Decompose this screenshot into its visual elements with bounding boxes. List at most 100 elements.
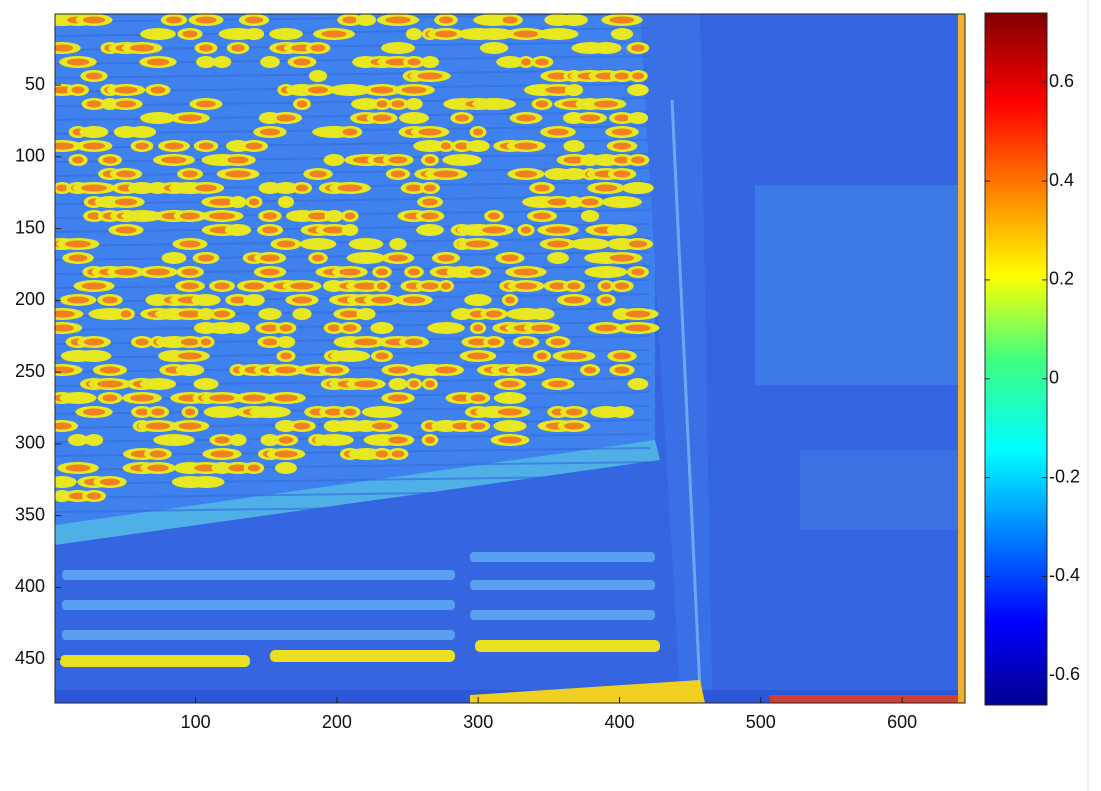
texture-bar (470, 552, 655, 562)
texture-spot (182, 269, 199, 276)
texture-bar (470, 580, 655, 590)
colorbar-tick-label: 0.6 (1049, 71, 1074, 91)
texture-spot (275, 367, 296, 374)
texture-spot (343, 325, 357, 332)
texture-spot (595, 325, 616, 332)
texture-spot (455, 115, 469, 122)
texture-spot (627, 84, 649, 96)
texture-spot (150, 87, 165, 94)
texture-spot (201, 339, 211, 346)
texture-spot (231, 45, 245, 52)
texture-spot (389, 238, 406, 250)
texture-spot (130, 395, 154, 402)
texture-spot (515, 367, 538, 374)
texture-spot (115, 227, 136, 234)
texture-spot (274, 395, 298, 402)
texture-spot (242, 395, 265, 402)
texture-spot (147, 59, 169, 66)
texture-spot (567, 283, 580, 290)
texture-spot (193, 378, 218, 390)
texture-spot (521, 59, 531, 66)
texture-spot (388, 395, 408, 402)
texture-spot (280, 353, 291, 360)
texture-spot (339, 269, 360, 276)
texture-spot (547, 241, 569, 248)
texture-spot (594, 101, 618, 108)
texture-spot (178, 353, 202, 360)
texture-spot (585, 266, 628, 278)
texture-spot (81, 185, 107, 192)
texture-spot (409, 381, 419, 388)
texture-spot (354, 381, 378, 388)
texture-spot (243, 294, 265, 306)
texture-spot (425, 157, 436, 164)
texture-spot (86, 101, 101, 108)
texture-spot (611, 28, 633, 40)
colorbar (985, 13, 1047, 705)
texture-spot (309, 70, 327, 82)
y-tick-label: 300 (15, 433, 45, 453)
texture-spot (625, 325, 651, 332)
texture-spot (418, 129, 441, 136)
texture-spot (551, 339, 566, 346)
texture-spot (274, 451, 297, 458)
texture-spot (140, 28, 176, 40)
texture-spot (488, 339, 501, 346)
texture-spot (473, 325, 483, 332)
texture-spot (321, 31, 346, 38)
texture-spot (260, 269, 279, 276)
texture-spot (116, 171, 136, 178)
texture-spot (115, 269, 138, 276)
texture-spot (213, 56, 231, 68)
texture-spot (77, 350, 112, 362)
texture-spot (195, 185, 217, 192)
texture-spot (244, 28, 264, 40)
texture-spot (354, 339, 378, 346)
texture-spot (309, 171, 327, 178)
texture-spot (371, 297, 393, 304)
texture-spot (427, 322, 465, 334)
texture-bar (60, 655, 250, 667)
texture-bar (265, 630, 455, 640)
texture-spot (493, 420, 526, 432)
texture-spot (51, 45, 74, 52)
texture-spot (421, 56, 439, 68)
texture-spot (425, 381, 435, 388)
texture-spot (505, 297, 515, 304)
texture-spot (613, 353, 631, 360)
texture-spot (248, 465, 260, 472)
texture-spot (269, 28, 303, 40)
texture-spot (518, 339, 534, 346)
texture-spot (612, 129, 632, 136)
texture-spot (204, 406, 241, 418)
texture-bar (265, 600, 455, 610)
texture-spot (181, 283, 199, 290)
texture-spot (164, 143, 183, 150)
texture-spot (100, 367, 121, 374)
texture-spot (50, 367, 75, 374)
texture-spot (515, 283, 537, 290)
y-tick-label: 200 (15, 289, 45, 309)
y-tick-label: 400 (15, 576, 45, 596)
texture-bar (470, 610, 655, 620)
texture-spot (50, 325, 74, 332)
texture-spot (347, 252, 386, 264)
texture-spot (356, 14, 376, 26)
texture-spot (103, 157, 117, 164)
texture-spot (547, 129, 568, 136)
texture-spot (277, 336, 295, 348)
texture-spot (501, 255, 518, 262)
texture-spot (312, 255, 324, 262)
texture-spot (209, 213, 235, 220)
texture-spot (632, 73, 644, 80)
texture-spot (486, 311, 502, 318)
colorbar-tick-label: -0.6 (1049, 664, 1080, 684)
colorbar-tick-label: 0 (1049, 368, 1059, 388)
texture-spot (472, 98, 516, 110)
texture-spot (514, 143, 537, 150)
texture-spot (69, 255, 88, 262)
texture-spot (391, 171, 406, 178)
texture-spot (581, 210, 599, 222)
texture-spot (290, 283, 313, 290)
texture-spot (470, 269, 486, 276)
